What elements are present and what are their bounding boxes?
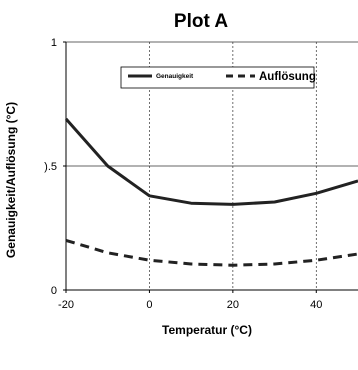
series-line-aufloesung bbox=[65, 238, 358, 267]
legend-box bbox=[120, 66, 315, 89]
series-line-genauigkeit bbox=[64, 117, 358, 206]
x-axis-label: Temperatur (°C) bbox=[162, 323, 252, 337]
y-tick-label: ).5 bbox=[44, 161, 57, 173]
plot-area bbox=[63, 41, 358, 293]
x-tick-label: 20 bbox=[227, 299, 239, 311]
chart-title: Plot A bbox=[174, 11, 228, 32]
axes-layer bbox=[63, 41, 358, 293]
x-tick-label: 40 bbox=[310, 299, 322, 311]
x-tick-label: -20 bbox=[58, 299, 74, 311]
x-tick-label: 0 bbox=[146, 299, 152, 311]
series-layer bbox=[64, 117, 358, 267]
legend-label-genauigkeit: Genauigkeit bbox=[156, 73, 194, 80]
tick-labels: -20 0 20 400).51 bbox=[44, 37, 322, 311]
y-axis-label: Genauigkeit/Auflösung (°C) bbox=[4, 102, 18, 258]
y-tick-label: 0 bbox=[51, 285, 57, 297]
legend: Genauigkeit Auflösung bbox=[120, 66, 316, 89]
y-tick-label: 1 bbox=[51, 37, 57, 49]
legend-label-aufloesung: Auflösung bbox=[259, 71, 316, 83]
